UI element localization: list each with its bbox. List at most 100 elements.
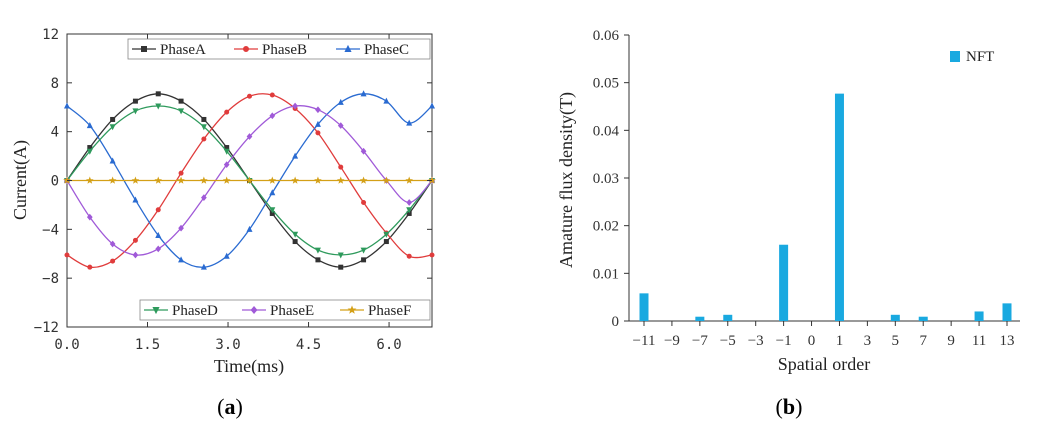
chart-b-x-tick-label: 3 [864, 333, 872, 349]
series-point-phased [178, 108, 185, 115]
chart-b-y-tick-label: 0.02 [593, 219, 619, 235]
chart-a-x-tick-label: 1.5 [135, 337, 160, 353]
chart-b-y-tick-label: 0.05 [593, 76, 619, 92]
series-point-phaseb [338, 164, 344, 170]
chart-a-caption: (a) [217, 394, 243, 419]
series-point-phaseb [247, 93, 252, 99]
series-point-phaseb [315, 130, 321, 136]
chart-a-y-ticks: 12 8 4 0 −4 −8 −12 [34, 27, 432, 336]
legend-label-phased: PhaseD [172, 303, 218, 319]
chart-b-x-tick-label: −5 [720, 333, 736, 349]
chart-a-x-axis-label: Time(ms) [214, 356, 284, 377]
series-point-phasee [201, 194, 207, 201]
series-point-phasec [86, 122, 93, 129]
chart-b-x-tick-label: −11 [633, 333, 656, 349]
series-point-phasea [155, 91, 161, 97]
series-point-phasef [291, 176, 299, 184]
chart-a-y-tick-label: 4 [51, 125, 59, 141]
series-point-phasec [406, 119, 413, 126]
chart-b: 0.06 0.05 0.04 0.03 0.02 0.01 0 −11 −9 −7 −5 −3 −1 0… [556, 28, 1020, 419]
chart-b-bars [639, 93, 1012, 321]
bar-nft-10 [918, 316, 928, 321]
chart-a-marks [63, 90, 436, 270]
chart-b-x-tick-label: 1 [836, 333, 844, 349]
series-point-phased [314, 247, 321, 254]
series-point-phasec [383, 97, 390, 104]
chart-a-legend-top: PhaseA PhaseB PhaseC [127, 38, 431, 60]
series-point-phasea [201, 116, 207, 122]
series-point-phasef [405, 176, 414, 184]
chart-b-y-tick-label: 0.01 [593, 266, 619, 282]
chart-b-y-tick-label: 0.04 [593, 123, 620, 139]
series-point-phasef [222, 176, 231, 184]
chart-b-x-tick-label: 11 [972, 333, 986, 349]
chart-b-x-tick-label: 5 [892, 333, 900, 349]
legend-label-phasea: PhaseA [160, 42, 206, 58]
series-point-phasee [337, 122, 344, 129]
series-point-phasec [269, 189, 276, 196]
chart-a-x-tick-label: 6.0 [376, 337, 401, 353]
legend-label-phasee: PhaseE [270, 303, 314, 319]
chart-b-x-axis-label: Spatial order [778, 354, 870, 374]
chart-b-x-tick-label: −7 [692, 333, 708, 349]
series-point-phasea [132, 98, 138, 104]
series-point-phasec [132, 196, 139, 203]
series-point-phasec [360, 90, 367, 97]
chart-b-x-tick-label: −3 [748, 333, 764, 349]
series-point-phaseb [155, 207, 161, 213]
legend-marker-phased [152, 307, 160, 315]
series-point-phased [292, 231, 299, 238]
series-point-phasea [361, 257, 367, 263]
series-point-phaseb [201, 136, 207, 142]
series-point-phased [155, 103, 162, 110]
legend-marker-phasea [141, 46, 147, 52]
series-point-phasef [359, 176, 368, 184]
series-point-phased [223, 148, 230, 155]
chart-b-caption: (b) [776, 394, 803, 419]
chart-a-y-tick-label: −8 [42, 271, 59, 287]
series-point-phasec [200, 263, 207, 270]
bar-nft-2 [695, 316, 705, 321]
legend-marker-phasef [347, 305, 357, 314]
series-point-phasef [200, 176, 208, 184]
series-point-phasea [178, 98, 184, 104]
series-point-phasec [314, 120, 321, 127]
series-point-phaseb [87, 264, 93, 270]
bar-nft-13 [1002, 303, 1012, 321]
chart-b-x-tick-label: 0 [808, 333, 816, 349]
series-point-phased [269, 207, 276, 214]
legend-marker-phaseb [243, 46, 249, 52]
series-point-phaseb [406, 253, 412, 259]
chart-b-x-tick-label: 7 [919, 333, 927, 349]
series-point-phasee [155, 245, 162, 253]
series-point-phaseb [178, 170, 184, 176]
chart-b-y-tick-label: 0 [612, 314, 620, 330]
chart-a-legend-bottom-box [139, 299, 431, 321]
legend-marker-phasec [344, 44, 352, 52]
series-point-phasee [86, 213, 93, 221]
series-point-phasee [246, 133, 253, 140]
chart-b-y-axis-label: Amature flux density(T) [556, 92, 577, 268]
series-point-phasef [85, 176, 94, 184]
series-point-phasee [223, 161, 230, 169]
series-point-phasec [292, 152, 299, 159]
series-point-phasef [382, 176, 391, 184]
chart-b-y-tick-label: 0.03 [593, 171, 619, 187]
series-point-phasef [245, 176, 254, 184]
series-point-phaseb [269, 92, 275, 98]
series-point-phasef [154, 176, 163, 184]
chart-b-y-tick-label: 0.06 [593, 28, 620, 44]
chart-b-x-tick-label: 13 [1000, 333, 1015, 349]
series-point-phasef [314, 176, 322, 184]
chart-b-x-tick-label: −9 [664, 333, 680, 349]
bar-nft-7 [834, 93, 844, 321]
series-point-phasef [336, 176, 345, 184]
series-point-phasee [109, 240, 116, 248]
series-point-phasef [108, 176, 117, 184]
series-point-phasea [110, 116, 116, 122]
series-point-phasee [178, 224, 184, 232]
series-point-phasef [177, 176, 185, 184]
series-point-phasec [178, 256, 185, 263]
series-point-phasec [428, 102, 436, 109]
